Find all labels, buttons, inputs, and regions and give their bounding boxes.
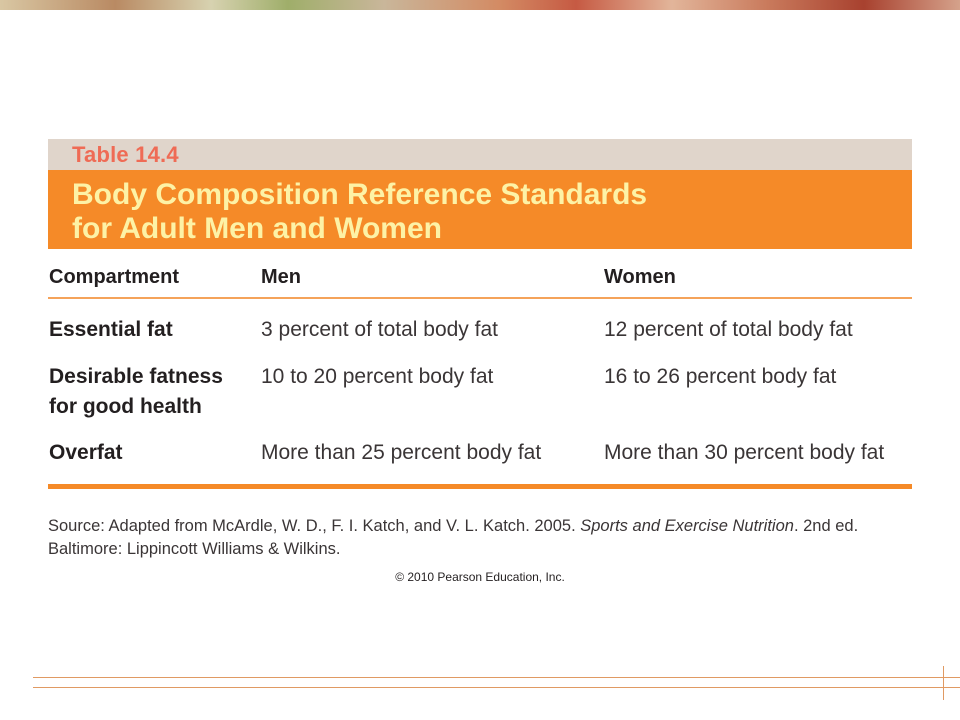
source-citation: Source: Adapted from McArdle, W. D., F. … xyxy=(48,515,912,561)
row-label: Overfat xyxy=(49,441,123,464)
women-value: 16 to 26 percent body fat xyxy=(604,365,837,388)
table-figure: Table 14.4 Body Composition Reference St… xyxy=(48,139,912,584)
men-value: More than 25 percent body fat xyxy=(261,441,542,464)
footer-rule-lower xyxy=(33,687,960,688)
table-number: Table 14.4 xyxy=(72,142,179,167)
men-value: 10 to 20 percent body fat xyxy=(261,365,494,388)
decorative-food-banner xyxy=(0,0,960,10)
women-value: 12 percent of total body fat xyxy=(604,318,853,341)
footer-rule-upper xyxy=(33,677,960,678)
table-label-bar: Table 14.4 xyxy=(48,139,912,170)
source-book-title: Sports and Exercise Nutrition xyxy=(580,517,794,535)
table-bottom-rule xyxy=(48,484,912,489)
footer-rule-vertical xyxy=(943,666,944,700)
table-title-line-2: for Adult Men and Women xyxy=(72,212,442,245)
men-value: 3 percent of total body fat xyxy=(261,318,498,341)
header-compartment: Compartment xyxy=(49,266,180,288)
copyright-notice: © 2010 Pearson Education, Inc. xyxy=(395,570,565,584)
women-value: More than 30 percent body fat xyxy=(604,441,885,464)
row-label: Desirable fatness xyxy=(49,365,223,388)
source-suffix: . 2nd ed. Baltimore: Lippincott Williams… xyxy=(48,517,859,558)
row-label-continued: for good health xyxy=(49,395,202,418)
row-label: Essential fat xyxy=(49,318,173,341)
header-women: Women xyxy=(604,266,676,288)
table-title-line-1: Body Composition Reference Standards xyxy=(72,178,648,211)
header-men: Men xyxy=(261,266,301,288)
source-prefix: Source: Adapted from McArdle, W. D., F. … xyxy=(48,517,581,535)
table-header-row: Compartment Men Women xyxy=(48,249,912,299)
table-title-bar: Body Composition Reference Standards for… xyxy=(48,170,912,249)
